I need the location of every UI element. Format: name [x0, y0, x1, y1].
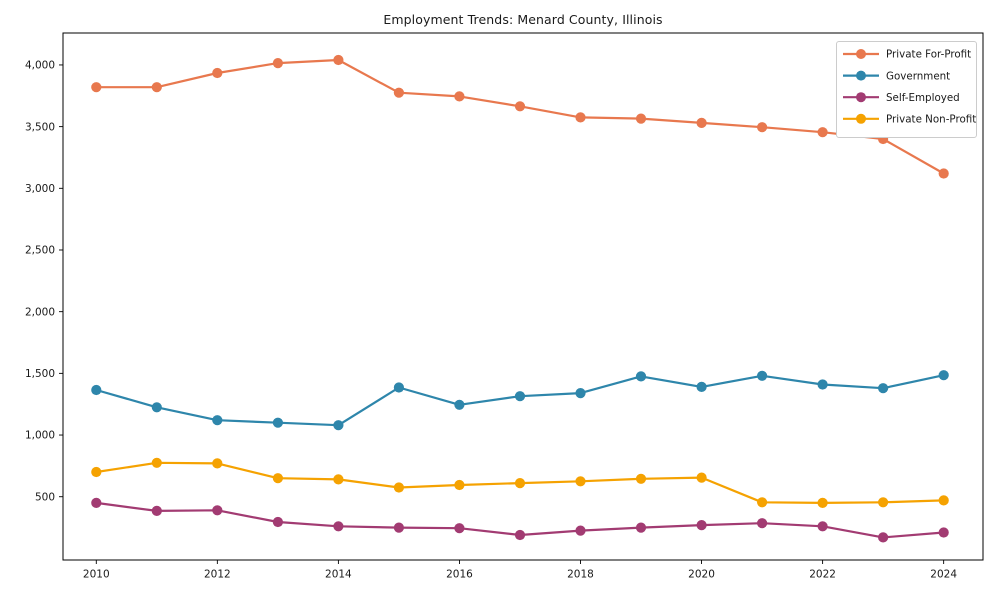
data-point-private-for-profit: [635, 113, 647, 124]
x-tick-label: 2010: [83, 569, 110, 581]
data-point-private-for-profit: [333, 54, 344, 66]
data-point-private-for-profit: [938, 168, 949, 179]
data-point-self-employed: [938, 527, 949, 538]
data-point-private-for-profit: [817, 127, 828, 138]
data-point-private-non-profit: [272, 473, 283, 484]
chart-title: Employment Trends: Menard County, Illino…: [383, 12, 663, 27]
plot-border: [62, 32, 984, 561]
data-point-private-for-profit: [696, 117, 707, 128]
data-point-private-non-profit: [817, 497, 828, 508]
data-point-self-employed: [151, 505, 162, 516]
x-tick-label: 2014: [325, 569, 352, 581]
data-point-private-non-profit: [514, 478, 526, 489]
data-point-government: [817, 379, 828, 390]
legend-marker: [856, 70, 866, 81]
data-point-government: [938, 370, 949, 381]
x-tick-label: 2022: [809, 569, 836, 581]
y-tick-label: 2,000: [25, 306, 55, 318]
y-tick-label: 1,000: [25, 430, 55, 442]
data-point-private-for-profit: [91, 82, 102, 93]
legend-label: Self-Employed: [886, 92, 960, 104]
data-point-government: [212, 415, 223, 426]
legend-marker: [856, 113, 866, 124]
data-point-private-for-profit: [212, 67, 223, 79]
data-point-private-for-profit: [393, 87, 404, 98]
data-point-self-employed: [272, 516, 283, 528]
x-tick-label: 2016: [446, 569, 473, 581]
data-point-private-for-profit: [151, 82, 162, 93]
data-point-government: [151, 402, 162, 413]
data-point-self-employed: [454, 523, 465, 534]
data-point-private-non-profit: [454, 479, 465, 491]
data-point-government: [272, 417, 283, 428]
data-point-self-employed: [878, 532, 889, 543]
data-point-private-non-profit: [212, 458, 223, 469]
data-point-private-for-profit: [757, 122, 768, 133]
data-point-self-employed: [212, 505, 223, 516]
y-tick-label: 1,500: [25, 368, 55, 380]
data-point-private-non-profit: [575, 476, 586, 487]
data-point-self-employed: [757, 518, 768, 529]
data-point-private-non-profit: [151, 457, 162, 468]
data-point-government: [393, 382, 404, 393]
legend-marker: [856, 49, 866, 59]
data-point-private-non-profit: [333, 474, 344, 485]
legend-label: Private Non-Profit: [886, 114, 976, 126]
data-point-self-employed: [575, 525, 586, 536]
data-point-government: [635, 371, 647, 382]
y-tick-label: 3,000: [25, 183, 55, 195]
data-point-private-for-profit: [272, 58, 283, 69]
data-point-government: [757, 370, 768, 381]
data-point-private-for-profit: [454, 91, 465, 102]
legend-box: [836, 41, 977, 138]
data-point-private-non-profit: [91, 466, 102, 478]
x-tick-label: 2012: [204, 569, 231, 581]
data-point-self-employed: [514, 529, 526, 541]
data-point-private-for-profit: [575, 112, 586, 123]
y-tick-label: 4,000: [25, 60, 55, 72]
data-point-private-non-profit: [696, 472, 707, 483]
data-point-government: [878, 383, 889, 394]
data-point-government: [454, 399, 465, 410]
data-point-self-employed: [696, 520, 707, 531]
data-point-government: [333, 420, 344, 431]
data-point-self-employed: [333, 521, 344, 532]
x-tick-label: 2020: [688, 569, 715, 581]
data-point-private-non-profit: [757, 497, 768, 508]
y-tick-label: 500: [35, 491, 55, 503]
data-point-private-non-profit: [393, 482, 404, 493]
x-tick-label: 2024: [930, 569, 957, 581]
data-point-self-employed: [635, 522, 647, 533]
data-point-government: [575, 388, 586, 399]
data-point-self-employed: [393, 522, 404, 533]
legend-label: Government: [886, 70, 950, 82]
data-point-government: [514, 391, 526, 402]
x-tick-label: 2018: [567, 569, 594, 581]
legend-label: Private For-Profit: [886, 49, 971, 61]
data-point-private-non-profit: [635, 473, 647, 484]
legend-marker: [856, 92, 866, 103]
data-point-government: [696, 381, 707, 392]
data-point-private-for-profit: [514, 101, 526, 112]
data-point-private-non-profit: [938, 495, 949, 506]
data-point-government: [91, 384, 102, 396]
data-point-private-non-profit: [878, 497, 889, 508]
data-point-self-employed: [817, 521, 828, 532]
y-tick-label: 3,500: [25, 121, 55, 133]
y-tick-label: 2,500: [25, 245, 55, 257]
data-point-self-employed: [91, 497, 102, 508]
series-line-private-for-profit: [95, 58, 945, 175]
